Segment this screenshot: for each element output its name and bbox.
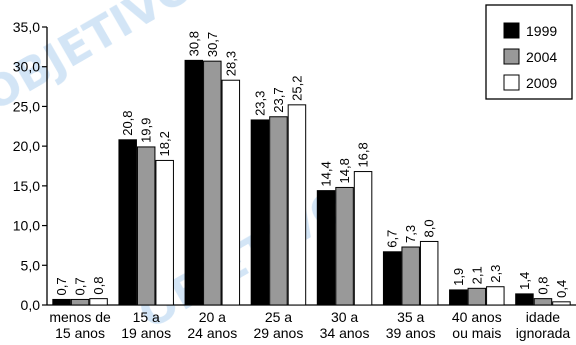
data-label: 23,7 bbox=[271, 87, 286, 112]
bar bbox=[250, 119, 270, 306]
y-tick-label: 20,0 bbox=[13, 138, 40, 154]
legend-swatch bbox=[503, 22, 520, 39]
bar bbox=[353, 171, 373, 306]
category-label: menos de bbox=[49, 309, 111, 325]
data-label: 2,1 bbox=[469, 266, 484, 284]
bar bbox=[89, 298, 108, 306]
data-label: 8,0 bbox=[422, 219, 437, 237]
bar bbox=[316, 190, 336, 306]
bar bbox=[467, 287, 487, 306]
bar bbox=[184, 59, 204, 306]
category-label: 15 anos bbox=[55, 325, 105, 341]
data-label: 0,7 bbox=[73, 277, 88, 295]
data-labels: 0,7 0,7 0,820,8 19,918,230,8 30,728,323,3 23,… bbox=[54, 31, 569, 298]
category-label: idade bbox=[526, 309, 560, 325]
y-tick-label: 30,0 bbox=[13, 59, 40, 75]
bar bbox=[515, 293, 534, 306]
category-label: 25 a bbox=[265, 309, 292, 325]
bar bbox=[335, 186, 354, 306]
data-label: 0,4 bbox=[554, 280, 569, 298]
data-label: 6,7 bbox=[385, 230, 400, 248]
legend-swatch bbox=[503, 48, 520, 65]
bar bbox=[203, 60, 222, 306]
category-label: 20 a bbox=[199, 309, 226, 325]
category-label: 15 a bbox=[133, 309, 160, 325]
y-tick-label: 5,0 bbox=[21, 257, 41, 273]
bar bbox=[221, 79, 241, 306]
bars bbox=[52, 59, 571, 306]
category-label: 30 a bbox=[331, 309, 358, 325]
category-label: 29 anos bbox=[254, 325, 304, 341]
data-label: 28,3 bbox=[223, 51, 238, 76]
bar bbox=[287, 104, 307, 306]
data-label: 0,8 bbox=[535, 277, 550, 295]
data-label: 25,2 bbox=[289, 76, 304, 101]
bar bbox=[401, 246, 420, 306]
legend-swatch bbox=[503, 74, 520, 91]
data-label: 0,8 bbox=[91, 277, 106, 295]
y-tick-label: 35,0 bbox=[13, 19, 40, 35]
bar bbox=[136, 146, 156, 306]
data-label: 2,3 bbox=[488, 265, 503, 283]
y-tick-label: 15,0 bbox=[13, 178, 40, 194]
legend-box bbox=[485, 4, 573, 100]
data-label: 1,4 bbox=[517, 272, 532, 290]
bar bbox=[382, 251, 402, 306]
y-tick-label: 10,0 bbox=[13, 218, 40, 234]
bar bbox=[155, 159, 174, 306]
data-label: 14,4 bbox=[319, 161, 334, 186]
y-tick-label: 25,0 bbox=[13, 98, 40, 114]
bar bbox=[269, 116, 288, 306]
data-label: 19,9 bbox=[139, 118, 154, 143]
category-label: 19 anos bbox=[121, 325, 171, 341]
category-label: ou mais bbox=[452, 325, 501, 341]
data-label: 30,7 bbox=[205, 32, 220, 57]
data-label: 30,8 bbox=[186, 31, 201, 56]
legend-label: 2004 bbox=[526, 49, 557, 65]
data-label: 0,7 bbox=[54, 277, 69, 295]
data-label: 18,2 bbox=[157, 131, 172, 156]
legend: 1999 2004 2009 bbox=[485, 4, 573, 100]
bar bbox=[419, 240, 439, 306]
bar bbox=[552, 301, 571, 306]
bar bbox=[449, 289, 468, 306]
bar bbox=[533, 298, 553, 306]
data-label: 23,3 bbox=[252, 91, 267, 116]
data-label: 20,8 bbox=[120, 110, 135, 135]
category-label: ignorada bbox=[516, 325, 571, 341]
category-label: 24 anos bbox=[187, 325, 237, 341]
axes: 0,0 5,0 10,0 15,0 20,0 25,0 30,0 35,0 bbox=[13, 19, 576, 313]
bar bbox=[486, 286, 505, 306]
y-tick-label: 0,0 bbox=[21, 297, 41, 313]
category-label: 40 anos bbox=[452, 309, 502, 325]
category-label: 39 anos bbox=[386, 325, 436, 341]
data-label: 1,9 bbox=[451, 268, 466, 286]
legend-label: 2009 bbox=[526, 75, 557, 91]
data-label: 7,3 bbox=[403, 225, 418, 243]
data-label: 16,8 bbox=[356, 142, 371, 167]
data-label: 14,8 bbox=[337, 158, 352, 183]
bar bbox=[52, 298, 71, 306]
bar bbox=[70, 298, 90, 306]
category-label: 34 anos bbox=[320, 325, 370, 341]
legend-label: 1999 bbox=[526, 23, 557, 39]
category-label: 35 a bbox=[397, 309, 424, 325]
bar bbox=[118, 139, 137, 306]
